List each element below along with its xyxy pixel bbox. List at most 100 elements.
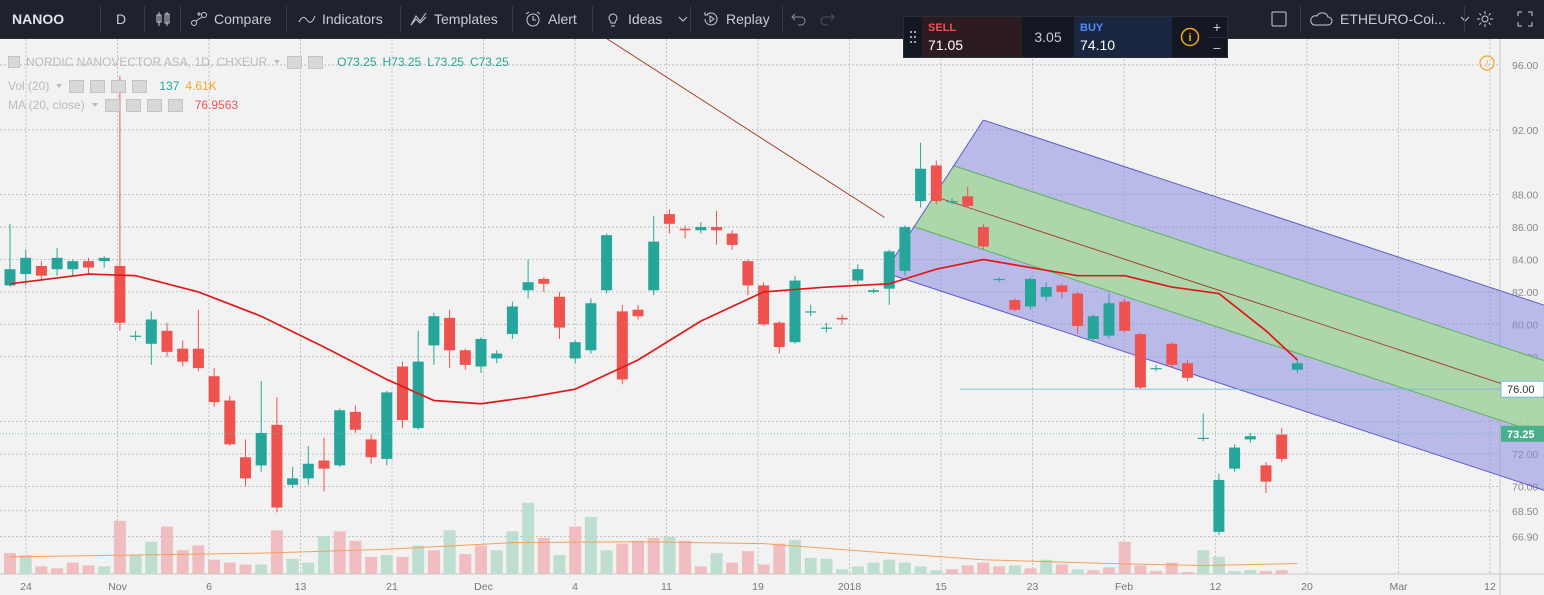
settings-icon[interactable] [90,79,106,93]
indicators-button[interactable]: Indicators [298,0,383,38]
volume-bar [522,502,535,574]
candle-body [569,342,581,359]
sell-button[interactable]: SELL 71.05 [922,17,1022,57]
candle-body [742,261,754,286]
chart-style-button[interactable] [154,0,172,38]
candle-body [4,269,16,286]
candle-body [1182,363,1193,378]
candle-body [145,319,157,344]
volume-bar [1260,571,1272,574]
x-tick-label: Mar [1389,581,1408,593]
volume-bar [1181,572,1194,574]
candle-body [459,350,471,365]
volume-bar [475,545,487,574]
candle-body [1103,303,1115,336]
divider [1300,6,1301,32]
eye-icon[interactable] [69,79,85,93]
candle-body [365,439,377,458]
settings-icon[interactable] [308,55,324,69]
volume-bar [616,543,629,574]
templates-button[interactable]: Templates [410,0,498,38]
volume-bar [1008,565,1021,574]
replay-button[interactable]: Replay [702,0,770,38]
collapse-legend-button[interactable] [8,56,20,68]
chart-area[interactable]: 96.0092.0088.0086.0084.0082.0080.0078.00… [0,39,1544,595]
templates-label: Templates [434,11,498,27]
fullscreen-toggle-button[interactable] [1270,0,1288,38]
x-tick-label: 23 [1027,581,1039,593]
series-name: NORDIC NANOVECTOR ASA, 1D, CHXEUR [26,55,268,69]
close-icon[interactable] [132,79,148,93]
ma-legend: MA (20, close) 76.9563 [8,98,238,112]
undo-button[interactable] [790,0,808,38]
add-icon[interactable] [111,79,127,93]
symbol-search[interactable]: NANOO [12,0,64,38]
volume-bar [208,559,221,574]
volume-bar [569,526,582,574]
x-tick-label: Feb [1115,581,1133,593]
candle-body [51,257,63,270]
divider [100,6,101,32]
volume-bar [19,555,32,574]
trade-panel: SELL 71.05 3.05 BUY 74.10 i + − [903,16,1228,58]
settings-button[interactable] [1476,0,1494,38]
channel-boundary-line [914,226,1544,436]
buy-button[interactable]: BUY 74.10 [1074,17,1172,57]
sell-price: 71.05 [928,37,964,53]
quantity-minus-button[interactable]: − [1208,37,1226,57]
info-button[interactable]: i [1172,17,1208,57]
volume-bar [380,555,393,574]
candle-body [1166,343,1178,365]
interval-button[interactable]: D [116,0,126,38]
y-tick-label: 92.00 [1512,125,1538,137]
x-tick-label: 19 [752,581,764,593]
main-series-legend: NORDIC NANOVECTOR ASA, 1D, CHXEUR O73.25… [8,55,509,69]
candle-body [334,410,346,466]
redo-button[interactable] [818,0,836,38]
y-tick-label: 68.50 [1512,506,1538,518]
volume-bar [820,558,833,574]
candle-body [506,306,518,335]
candle-body [977,227,989,247]
price-chart[interactable]: 96.0092.0088.0086.0084.0082.0080.0078.00… [0,39,1544,595]
ideas-button[interactable]: Ideas [604,0,688,38]
channel-boundary-line [953,165,1544,362]
replay-label: Replay [726,11,770,27]
expand-button[interactable] [1516,0,1534,38]
warning-button[interactable]: ! [1478,54,1496,77]
x-tick-label: 2018 [838,581,862,593]
watchlist-symbol-button[interactable]: ETHEURO-Coi... [1308,0,1470,38]
alert-button[interactable]: Alert [524,0,577,38]
compare-button[interactable]: Compare [190,0,272,38]
candle-body [648,241,660,291]
quantity-plus-button[interactable]: + [1208,17,1226,36]
volume-bar [584,517,597,574]
indicators-label: Indicators [322,11,383,27]
candle-body [491,353,503,359]
eye-icon[interactable] [287,55,303,69]
volume-bar [898,562,911,574]
close-icon[interactable] [167,98,183,112]
candle-body [1197,437,1209,440]
templates-icon [410,12,427,26]
add-icon[interactable] [146,98,162,112]
buy-price: 74.10 [1080,37,1116,53]
eye-icon[interactable] [104,98,120,112]
candle-body [554,296,565,328]
y-tick-label: 84.00 [1512,254,1538,266]
candle-body [67,261,79,270]
x-tick-label: Dec [474,581,493,593]
volume-bar [663,536,676,574]
candle-body [1040,287,1052,297]
candle-body [192,348,204,369]
replay-icon [704,12,718,26]
volume-bar [1071,569,1084,574]
candle-body [130,335,142,337]
svg-text:!: ! [1486,59,1489,70]
candle-body [240,457,251,479]
divider [144,6,145,32]
drag-handle[interactable] [904,17,922,57]
settings-icon[interactable] [125,98,141,112]
volume-bar [192,545,205,574]
volume-bar [867,562,880,574]
